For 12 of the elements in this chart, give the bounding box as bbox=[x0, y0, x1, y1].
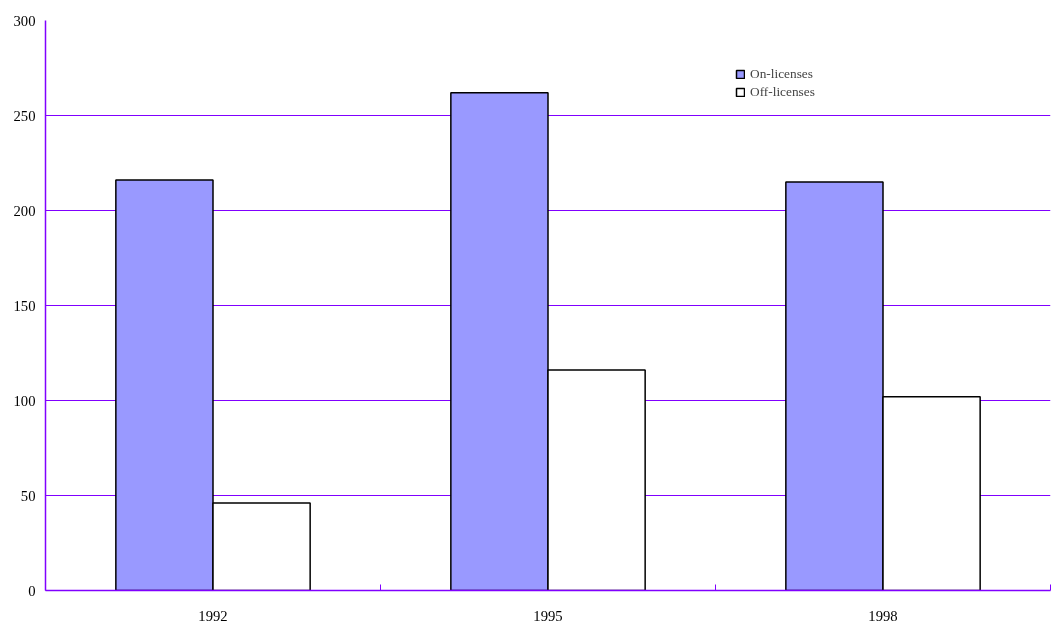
y-tick-label: 100 bbox=[13, 392, 36, 409]
y-tick-label: 250 bbox=[13, 107, 36, 124]
x-tick-label: 1998 bbox=[868, 607, 898, 624]
y-tick-label: 0 bbox=[28, 582, 36, 599]
y-tick-label: 150 bbox=[13, 297, 36, 314]
y-tick-label: 50 bbox=[20, 487, 36, 504]
y-tick-label: 300 bbox=[13, 12, 36, 29]
y-tick-label: 200 bbox=[13, 202, 36, 219]
legend-label: On-licenses bbox=[750, 66, 813, 82]
x-tick-label: 1995 bbox=[533, 607, 563, 624]
x-tick-label: 1992 bbox=[198, 607, 228, 624]
legend-label: Off-licenses bbox=[750, 84, 815, 100]
